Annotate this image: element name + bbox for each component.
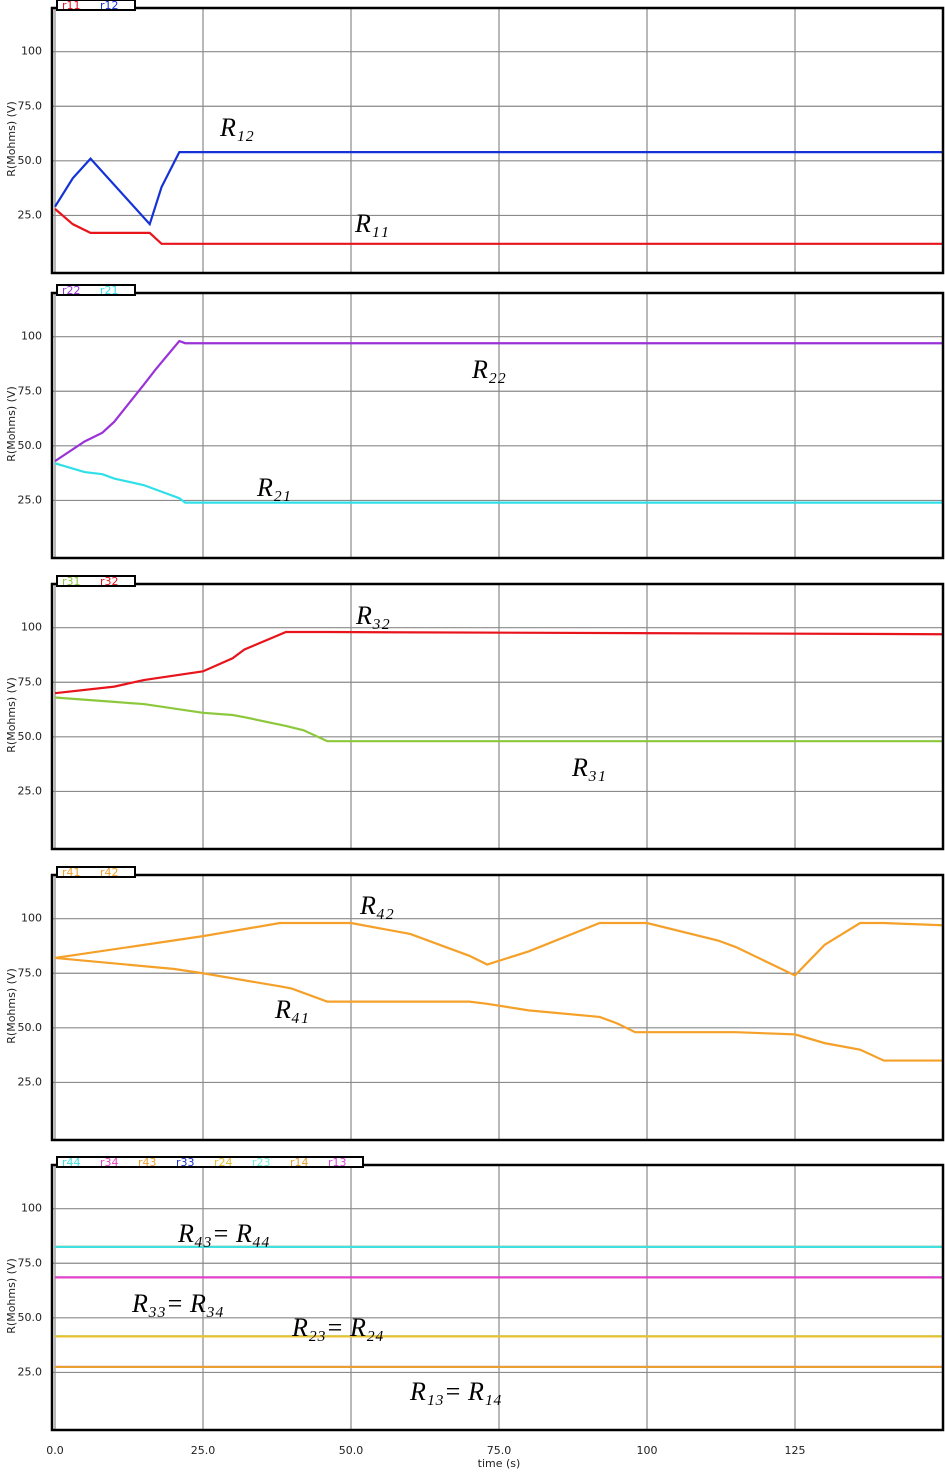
y-tick-label: 75.0 xyxy=(18,966,43,979)
x-tick-label: 100 xyxy=(637,1444,658,1457)
x-tick-label: 75.0 xyxy=(487,1444,512,1457)
y-tick-label: 50.0 xyxy=(18,1021,43,1034)
y-tick-label: 100 xyxy=(21,621,42,634)
x-tick-label: 0.0 xyxy=(46,1444,64,1457)
legend-entry: r31 xyxy=(62,575,81,588)
y-tick-label: 100 xyxy=(21,45,42,58)
y-tick-label: 25.0 xyxy=(18,784,43,797)
series-line xyxy=(54,630,944,695)
legend-entry: r14 xyxy=(290,1156,309,1169)
legend-tab xyxy=(56,0,136,11)
x-tick-label: 25.0 xyxy=(191,1444,216,1457)
series-line xyxy=(54,339,943,463)
legend-entry: r13 xyxy=(328,1156,347,1169)
legend-entry: r12 xyxy=(100,0,119,12)
y-axis-label: R(Mohms) (V) xyxy=(5,101,18,176)
annotation: R₃₁ xyxy=(571,753,606,782)
legend-entry: r34 xyxy=(100,1156,119,1169)
plot-background xyxy=(52,584,943,849)
x-tick-label: 125 xyxy=(785,1444,806,1457)
y-tick-label: 25.0 xyxy=(18,1365,43,1378)
legend-entry: r42 xyxy=(100,866,119,879)
plot-background xyxy=(52,293,943,558)
series-line xyxy=(54,208,943,245)
annotation: R₂₂ xyxy=(471,355,506,384)
legend-entry: r23 xyxy=(252,1156,271,1169)
series-line xyxy=(54,696,943,743)
annotation: R₁₂ xyxy=(219,113,254,142)
y-tick-label: 75.0 xyxy=(18,384,43,397)
y-tick-label: 25.0 xyxy=(18,1075,43,1088)
legend-entry: r41 xyxy=(62,866,81,879)
y-tick-label: 50.0 xyxy=(18,1311,43,1324)
y-tick-label: 25.0 xyxy=(18,208,43,221)
plot-frame xyxy=(50,1163,945,1432)
y-tick-label: 75.0 xyxy=(18,99,43,112)
legend-entry: r43 xyxy=(138,1156,157,1169)
y-axis-label: R(Mohms) (V) xyxy=(5,677,18,752)
plot-frame xyxy=(50,873,945,1142)
annotation: R₂₃= R₂₄ xyxy=(291,1313,384,1342)
y-axis-label: R(Mohms) (V) xyxy=(5,386,18,461)
annotation: R₂₁ xyxy=(256,473,291,502)
legend-entry: r21 xyxy=(100,284,119,297)
x-axis-label: time (s) xyxy=(478,1457,521,1470)
y-tick-label: 50.0 xyxy=(18,730,43,743)
y-tick-label: 75.0 xyxy=(18,675,43,688)
annotation: R₄₁ xyxy=(274,995,309,1024)
plot-frame xyxy=(50,291,945,560)
series-line xyxy=(54,151,943,227)
series-line xyxy=(54,921,944,977)
annotation: R₃₂ xyxy=(355,601,390,630)
annotation: R₁₁ xyxy=(354,209,389,238)
y-tick-label: 25.0 xyxy=(18,493,43,506)
y-tick-label: 50.0 xyxy=(18,154,43,167)
y-axis-label: R(Mohms) (V) xyxy=(5,1258,18,1333)
y-axis-label: R(Mohms) (V) xyxy=(5,968,18,1043)
plot-background xyxy=(52,8,943,273)
legend-entry: r33 xyxy=(176,1156,195,1169)
annotation: R₄₂ xyxy=(359,891,394,920)
legend-entry: r24 xyxy=(214,1156,233,1169)
legend-entry: r11 xyxy=(62,0,81,12)
y-tick-label: 100 xyxy=(21,912,42,925)
plot-frame xyxy=(50,6,945,275)
series-line xyxy=(54,462,943,504)
plot-background xyxy=(52,875,943,1140)
legend-entry: r44 xyxy=(62,1156,81,1169)
series-line xyxy=(54,956,943,1062)
legend-tab xyxy=(56,575,136,587)
annotation: R₁₃= R₁₄ xyxy=(409,1377,502,1406)
y-tick-label: 50.0 xyxy=(18,439,43,452)
legend-tab xyxy=(56,1156,364,1168)
y-tick-label: 100 xyxy=(21,1202,42,1215)
legend-entry: r22 xyxy=(62,284,81,297)
legend-tab xyxy=(56,284,136,296)
y-tick-label: 100 xyxy=(21,330,42,343)
legend-tab xyxy=(56,866,136,878)
x-tick-label: 50.0 xyxy=(339,1444,364,1457)
plot-frame xyxy=(50,582,945,851)
annotation: R₄₃= R₄₄ xyxy=(177,1219,270,1248)
annotation: R₃₃= R₃₄ xyxy=(131,1289,224,1318)
legend-entry: r32 xyxy=(100,575,119,588)
y-tick-label: 75.0 xyxy=(18,1256,43,1269)
